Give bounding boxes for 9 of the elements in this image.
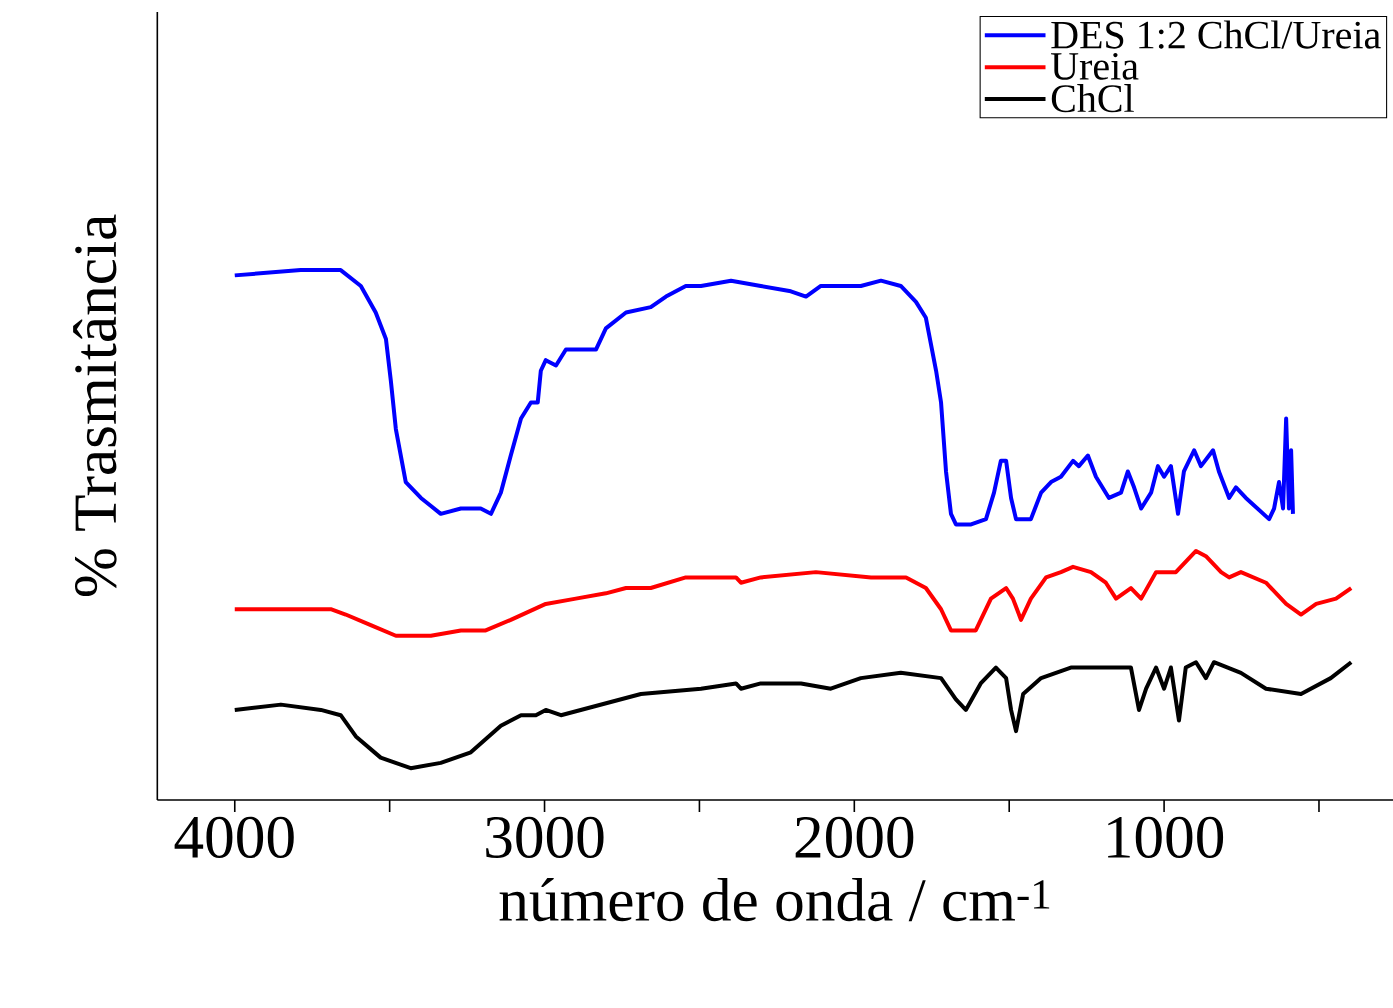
x-tick-label: 3000 [486,816,604,859]
legend-label: Ureia [1051,52,1139,80]
y-axis-title: % Trasmitância [73,214,117,597]
legend-label: ChCl [1051,84,1134,113]
x-axis-title: número de onda / cm$^{-1}$ [499,877,1050,922]
legend-label: DES 1:2 ChCl/Ureia [1051,20,1381,49]
x-tick-label: 2000 [795,816,914,859]
x-tick-label: 1000 [1108,816,1224,859]
x-tick-label: 4000 [174,816,294,859]
